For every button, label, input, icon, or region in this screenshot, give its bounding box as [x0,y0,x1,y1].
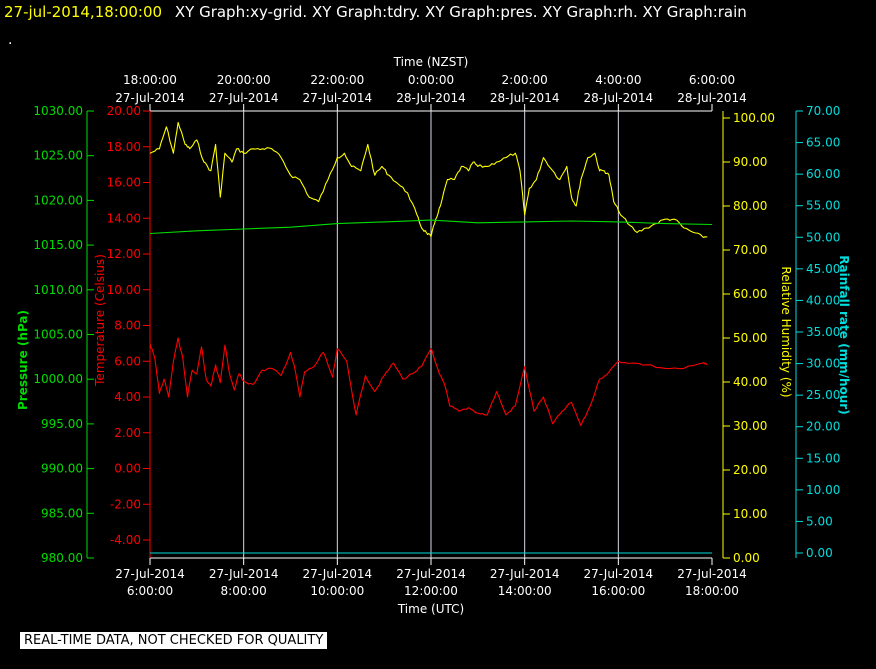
timestamp-label: 27-jul-2014,18:00:00 [4,3,163,21]
humidity-series-line [149,121,708,239]
top-tick-label-time: 18:00:00 [123,73,177,87]
bottom-tick-label-time: 16:00:00 [591,584,645,598]
bottom-tick-label-date: 27-Jul-2014 [303,567,373,581]
top-tick-label-time: 20:00:00 [217,73,271,87]
temperature-tick-label: -4.00 [110,533,141,547]
bottom-tick-label-date: 27-Jul-2014 [209,567,279,581]
rainfall-tick-label: 55.00 [806,199,840,213]
top-tick-label-time: 0:00:00 [408,73,454,87]
temperature-tick-label: 20.00 [107,104,141,118]
bottom-tick-label-time: 12:00:00 [404,584,458,598]
pressure-tick-label: 1005.00 [33,328,83,342]
bottom-tick-label-date: 27-Jul-2014 [584,567,654,581]
rainfall-tick-label: 25.00 [806,388,840,402]
quality-disclaimer: REAL-TIME DATA, NOT CHECKED FOR QUALITY [20,632,328,649]
rainfall-tick-label: 40.00 [806,293,840,307]
pressure-tick-label: 980.00 [41,551,83,565]
pressure-tick-label: 1030.00 [33,104,83,118]
temperature-tick-label: 4.00 [114,390,141,404]
top-tick-label-time: 4:00:00 [595,73,641,87]
temperature-tick-label: 12.00 [107,247,141,261]
top-tick-label-date: 27-Jul-2014 [209,91,279,105]
temperature-tick-label: 14.00 [107,211,141,225]
humidity-tick-label: 60.00 [733,287,767,301]
humidity-tick-label: 90.00 [733,155,767,169]
bottom-tick-label-time: 6:00:00 [127,584,173,598]
header-dot: . [8,32,13,48]
humidity-tick-label: 0.00 [733,551,760,565]
bottom-tick-label-date: 27-Jul-2014 [677,567,747,581]
rainfall-axis-title: Rainfall rate (mm/hour) [837,255,851,414]
rainfall-tick-label: 30.00 [806,357,840,371]
pressure-tick-label: 990.00 [41,462,83,476]
temperature-tick-label: 18.00 [107,140,141,154]
humidity-tick-label: 20.00 [733,463,767,477]
bottom-tick-label-date: 27-Jul-2014 [115,567,185,581]
humidity-tick-label: 10.00 [733,507,767,521]
temperature-tick-label: 2.00 [114,426,141,440]
pressure-tick-label: 985.00 [41,506,83,520]
temperature-tick-label: 6.00 [114,354,141,368]
temperature-tick-label: 0.00 [114,462,141,476]
rainfall-tick-label: 65.00 [806,136,840,150]
humidity-tick-label: 40.00 [733,375,767,389]
rainfall-tick-label: 35.00 [806,325,840,339]
bottom-tick-label-time: 18:00:00 [685,584,739,598]
pressure-tick-label: 1010.00 [33,283,83,297]
top-tick-label-time: 22:00:00 [310,73,364,87]
temperature-axis-title: Temperature (Celsius) [93,254,107,387]
humidity-tick-label: 80.00 [733,199,767,213]
top-tick-label-date: 28-Jul-2014 [396,91,466,105]
top-axis-title: Time (NZST) [393,55,469,69]
pressure-tick-label: 1015.00 [33,238,83,252]
rainfall-tick-label: 70.00 [806,104,840,118]
temperature-tick-label: 8.00 [114,319,141,333]
rainfall-tick-label: 10.00 [806,483,840,497]
bottom-tick-label-time: 10:00:00 [310,584,364,598]
rainfall-tick-label: 50.00 [806,230,840,244]
humidity-axis-title: Relative Humidity (%) [779,266,793,397]
rainfall-tick-label: 45.00 [806,262,840,276]
pressure-axis-title: Pressure (hPa) [16,310,30,410]
graph-titles-label: XY Graph:xy-grid. XY Graph:tdry. XY Grap… [174,3,747,21]
top-tick-label-time: 2:00:00 [502,73,548,87]
bottom-tick-label-time: 14:00:00 [498,584,552,598]
top-tick-label-date: 27-Jul-2014 [115,91,185,105]
rainfall-tick-label: 15.00 [806,451,840,465]
graph-header: 27-jul-2014,18:00:00 XY Graph:xy-grid. X… [4,3,747,21]
pressure-tick-label: 1000.00 [33,372,83,386]
top-tick-label-date: 27-Jul-2014 [303,91,373,105]
humidity-tick-label: 50.00 [733,331,767,345]
pressure-tick-label: 1020.00 [33,193,83,207]
rainfall-tick-label: 5.00 [806,514,833,528]
bottom-tick-label-time: 8:00:00 [221,584,267,598]
rainfall-tick-label: 0.00 [806,546,833,560]
pressure-series-line [149,219,713,235]
rainfall-tick-label: 20.00 [806,420,840,434]
temperature-tick-label: 16.00 [107,176,141,190]
temperature-series-line [149,337,708,427]
bottom-axis-title: Time (UTC) [397,602,464,616]
pressure-tick-label: 1025.00 [33,149,83,163]
top-tick-label-time: 6:00:00 [689,73,735,87]
humidity-tick-label: 30.00 [733,419,767,433]
bottom-tick-label-date: 27-Jul-2014 [396,567,466,581]
top-tick-label-date: 28-Jul-2014 [490,91,560,105]
pressure-tick-label: 995.00 [41,417,83,431]
top-tick-label-date: 28-Jul-2014 [677,91,747,105]
bottom-tick-label-date: 27-Jul-2014 [490,567,560,581]
rainfall-tick-label: 60.00 [806,167,840,181]
top-tick-label-date: 28-Jul-2014 [584,91,654,105]
temperature-tick-label: 10.00 [107,283,141,297]
humidity-tick-label: 100.00 [733,111,775,125]
temperature-tick-label: -2.00 [110,497,141,511]
humidity-tick-label: 70.00 [733,243,767,257]
